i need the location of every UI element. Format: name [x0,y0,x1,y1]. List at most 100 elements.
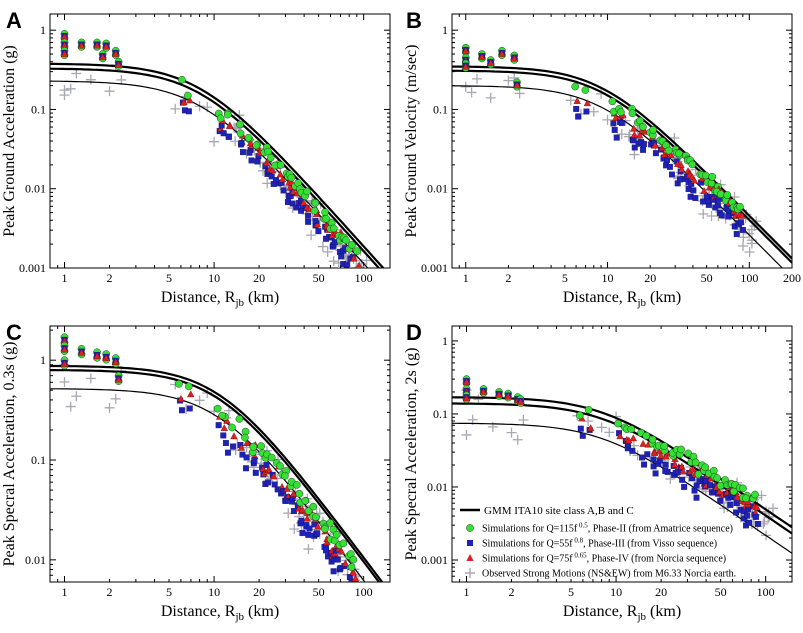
panel-c-sim-blue-point [313,530,320,537]
panel-a-sim-red-point [246,139,255,147]
panel-d-sim-blue-point [577,425,584,432]
panel-c-sim-green-point [349,555,358,564]
panel-d-observed-point [506,427,517,438]
panel-a-sim-blue-point [239,149,246,156]
panel-a-observed-point [361,255,372,266]
panel-b-sim-red-point [462,62,470,70]
panel-a-sim-blue-point [323,235,329,242]
panel-c-sim-red-point [298,505,307,513]
panel-d-sim-blue-point [693,494,700,501]
panel-a-xtick-label: 20 [253,271,265,285]
panel-b-sim-blue-point [718,212,725,219]
panel-b-observed-point [466,87,477,98]
panel-b-xtick-label: 2 [505,271,511,285]
panel-d-observed-point [665,473,676,484]
panel-d-frame [451,325,793,583]
panel-d-sim-red-point [587,424,595,432]
panel-c-ticks [49,326,390,583]
panel-c-sim-blue-point [222,440,229,446]
panel-a-sim-blue-point [246,149,253,156]
panel-a-sim-red-point [226,122,234,130]
panel-a-sim-red-point [289,187,298,195]
panel-c-sim-green-point [218,411,227,420]
panel-b-sim-red-point [478,53,486,61]
panel-a-sim-red-point [99,53,107,61]
panel-a-sim-blue-point [343,261,350,268]
panel-b-sim-blue-point [640,146,647,153]
panel-c-sim-red-point [112,358,120,365]
panel-d-sim-green-point [614,419,622,428]
panel-b-sim-blue-point [677,176,683,183]
panel-c-sim-blue-point [178,407,185,414]
panel-a-observed-point [104,86,115,97]
panel-d-sim-green-point [739,484,747,493]
panel-c-sim-red-point [265,465,273,473]
panel-c-sim-blue-point [224,449,231,456]
panel-a-observed-point [230,136,241,147]
panel-d-sim-red-point [462,377,471,385]
panel-a-observed-point [85,74,96,85]
panel-a-ylabel: Peak Ground Acceleration (g) [1,45,18,236]
panel-d-sim-blue-point [662,467,669,474]
panel-d-sim-blue-point [746,519,752,526]
panel-c-sim-green-point [301,497,310,505]
panel-d-sim-red-point [679,467,687,475]
panel-a-sim-green-point [287,173,296,182]
panel-b-sim-green-point [702,171,710,180]
panel-a-observed-point [322,246,333,257]
panel-d-simulation-series [462,375,761,529]
panel-c: 1 2 5 10 20 50 100 0.01 0.1 1 Distance, Rjb (km) Pe… [1,320,391,623]
legend-item-plus: Observed Strong Motions (NS&EW) from M6.… [482,569,736,580]
panel-d: 1 2 5 10 20 50 100 0.001 0.01 0.1 1 Distance, Rjb (… [403,320,793,623]
panel-b-sim-red-point [462,46,470,54]
panel-c-sim-blue-point [282,497,289,504]
panel-b-sim-blue-point [668,171,675,178]
panel-b-observed-point [460,81,471,92]
panel-b-sim-red-point [573,96,581,104]
panel-d-plot [452,375,792,554]
panel-c-ylabel: Peak Specral Acceleration, 0.3s (g) [1,342,18,567]
legend-marker-plus [465,568,475,578]
panel-a-sim-blue-point [289,200,296,207]
panel-a-xtick-label: 1 [61,271,67,285]
panel-c-sim-blue-point [263,462,270,468]
panel-a-sim-green-point [342,236,350,244]
panel-c-sim-blue-point [220,432,227,439]
panel-a-observed-point [317,241,328,252]
panel-d-xtick-label: 100 [757,585,775,599]
panel-a-sim-red-point [313,220,322,228]
legend-item-square: Simulations for Q=55f 0.8, Phase-III (fr… [482,537,717,550]
panel-c-observed-point [352,603,362,613]
panel-d-sim-blue-point [706,482,713,489]
panel-a-sim-blue-point [268,173,275,180]
panel-d-sim-red-point [662,452,670,460]
panel-b-sim-red-point [583,99,592,107]
panel-d-sim-green-point [648,435,657,444]
panel-b-sim-red-point [690,176,698,184]
panel-b-observed-series [460,61,762,257]
panel-b-sim-red-point [510,54,518,62]
panel-b-ylabel: Peak Ground Velocity (m/sec) [403,45,420,238]
panel-a-observed-point [306,230,317,241]
panel-a-sim-red-point [350,254,358,262]
panel-c-sim-green-point [347,563,356,571]
panel-a-observed-series [59,59,372,268]
panel-b-ytick-label: 1 [442,23,448,37]
panel-a-ytick-label: 0.01 [25,182,46,196]
panel-a-sim-red-point [93,41,101,49]
panel-b-sim-blue-point [666,163,673,170]
panel-a-sim-blue-point [305,218,312,225]
panel-d-ytick-label: 0.1 [433,407,448,421]
panel-b-sim-red-point [630,124,638,132]
panel-c-sim-blue-point [271,481,278,488]
panel-d-sim-blue-point [662,461,669,468]
panel-c-xtick-label: 5 [166,585,172,599]
panel-d-sim-green-point [642,431,651,440]
panel-d-sim-red-point [616,432,624,440]
legend-marker-triangle [466,554,474,561]
panel-a-xtick-label: 10 [208,271,220,285]
panel-d-observed-point [604,427,615,438]
panel-c-sim-green-point [228,423,236,432]
panel-c-observed-point [110,393,121,404]
panel-b-observed-point [629,149,640,160]
